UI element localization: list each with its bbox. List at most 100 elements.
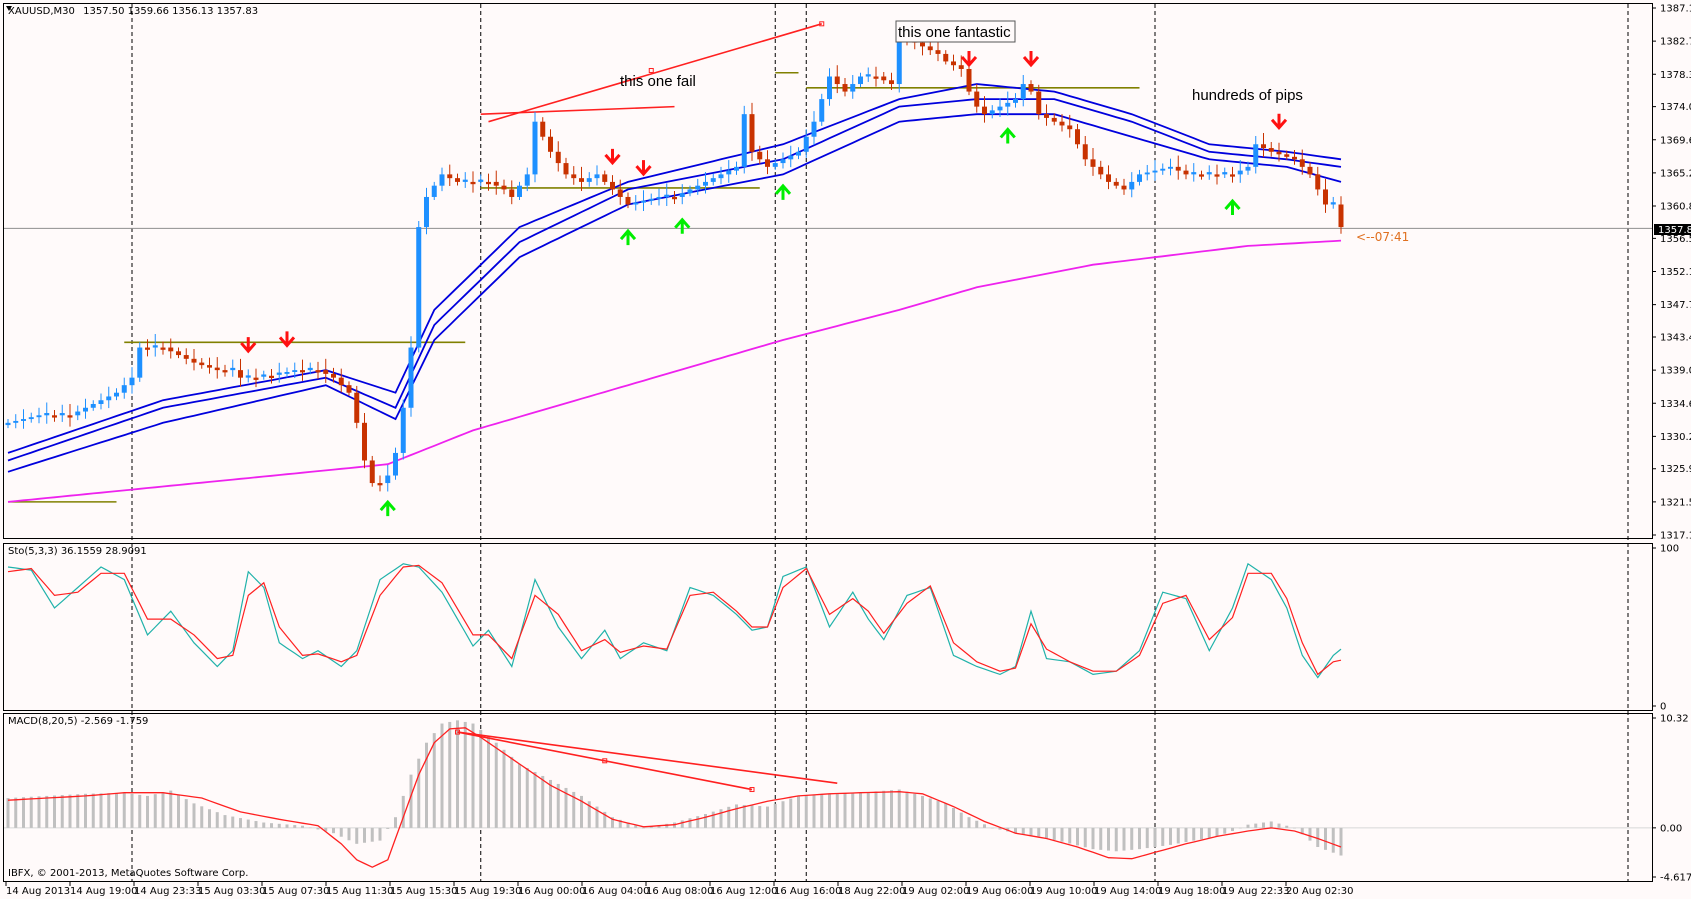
macd-histogram-bar <box>1223 827 1227 834</box>
macd-histogram-bar <box>688 818 692 828</box>
macd-histogram-bar <box>138 794 142 828</box>
bear-candle <box>222 370 228 373</box>
trendline-handle <box>749 787 755 793</box>
time-axis-tick-label: 16 Aug 00:00 <box>518 886 585 897</box>
buy-arrow-icon <box>774 183 792 200</box>
price-axis-tick-label: 1325.90 <box>1660 464 1691 475</box>
bear-candle <box>1075 129 1080 145</box>
macd-histogram-bar <box>1037 827 1041 837</box>
time-axis-tick-label: 18 Aug 22:00 <box>838 886 905 897</box>
macd-histogram-bar <box>339 827 343 837</box>
macd-axis-tick-label: 0.00 <box>1660 823 1682 834</box>
bull-candle <box>245 375 251 378</box>
bear-candle <box>672 196 677 200</box>
macd-histogram-bar <box>657 825 661 828</box>
bull-candle <box>811 121 817 137</box>
bull-candle <box>424 196 429 228</box>
macd-histogram-bar <box>29 796 33 828</box>
macd-histogram-bar <box>91 793 95 828</box>
bear-candle <box>1082 144 1088 160</box>
time-axis-tick-label: 16 Aug 16:00 <box>774 886 841 897</box>
macd-histogram-bar <box>1091 827 1095 850</box>
bull-candle <box>1013 99 1018 103</box>
macd-histogram-bar <box>580 795 583 828</box>
macd-histogram-bar <box>1308 827 1312 841</box>
sell-arrow-icon <box>278 331 296 348</box>
macd-histogram-bar <box>1215 827 1219 837</box>
bear-candle <box>168 347 174 352</box>
bull-candle <box>1020 84 1026 100</box>
macd-histogram-bar <box>998 827 1002 830</box>
bull-candle <box>44 413 50 416</box>
macd-histogram-bar <box>835 793 839 828</box>
current-price-marker <box>1654 224 1691 235</box>
macd-histogram-bar <box>1316 827 1320 848</box>
macd-histogram-bar <box>967 817 971 828</box>
macd-histogram-bar <box>1277 823 1281 828</box>
bull-candle <box>393 452 398 476</box>
macd-histogram-bar <box>332 827 335 834</box>
bull-candle <box>517 185 522 197</box>
macd-histogram-bar <box>53 795 56 828</box>
macd-histogram-bar <box>1254 823 1258 828</box>
macd-histogram-bar <box>595 806 599 828</box>
bull-candle <box>261 374 267 377</box>
price-axis-tick-label: 1378.30 <box>1660 70 1691 81</box>
macd-histogram-bar <box>812 794 816 828</box>
bull-candle <box>1160 168 1166 171</box>
macd-histogram-bar <box>1076 827 1079 846</box>
time-axis-tick-label: 16 Aug 04:00 <box>582 886 649 897</box>
bull-candle <box>114 392 119 397</box>
bear-candle <box>1067 125 1073 130</box>
bear-candle <box>1323 189 1328 205</box>
macd-histogram-bar <box>456 720 459 828</box>
price-axis-tick-label: 1382.70 <box>1660 37 1691 48</box>
macd-histogram-bar <box>952 807 955 828</box>
macd-histogram-bar <box>828 793 831 828</box>
macd-histogram-bar <box>1293 827 1296 829</box>
bear-candle <box>501 185 507 190</box>
bear-candle <box>191 358 197 363</box>
macd-histogram-bar <box>820 794 824 828</box>
bull-candle <box>648 198 654 201</box>
macd-histogram-bar <box>1122 827 1126 851</box>
macd-histogram-bar <box>1184 827 1188 843</box>
price-axis-tick-label: 1374.00 <box>1660 102 1691 113</box>
bull-candle <box>865 74 871 77</box>
macd-histogram-bar <box>727 806 731 828</box>
bear-candle <box>52 415 57 418</box>
bull-candle <box>1222 172 1228 175</box>
time-axis-tick-label: 19 Aug 14:00 <box>1094 886 1161 897</box>
time-axis-tick-label: 19 Aug 18:00 <box>1158 886 1225 897</box>
macd-histogram-bar <box>711 811 715 828</box>
bull-candle <box>741 114 747 167</box>
macd-histogram-bar <box>866 792 870 828</box>
bull-candle <box>1237 170 1243 175</box>
bear-candle <box>1268 148 1274 152</box>
bull-candle <box>858 76 863 85</box>
macd-histogram-bar <box>1083 827 1087 848</box>
bull-candle <box>989 110 995 115</box>
bull-candle <box>827 76 832 100</box>
time-axis-tick-label: 19 Aug 22:33 <box>1222 886 1289 897</box>
macd-histogram-bar <box>913 793 917 828</box>
bear-candle <box>1113 181 1119 186</box>
bull-candle <box>28 417 34 420</box>
macd-histogram-bar <box>285 824 289 828</box>
bear-candle <box>571 174 577 179</box>
bear-candle <box>951 61 956 66</box>
macd-histogram-bar <box>696 816 700 828</box>
macd-histogram-bar <box>22 797 25 828</box>
macd-histogram-bar <box>921 795 924 828</box>
macd-histogram-bar <box>146 795 149 828</box>
time-axis-tick-label: 14 Aug 19:00 <box>70 886 137 897</box>
time-axis-tick-label: 15 Aug 11:30 <box>326 886 393 897</box>
bull-candle <box>997 106 1003 111</box>
macd-histogram-bar <box>618 819 622 828</box>
macd-histogram-bar <box>1114 827 1118 852</box>
macd-histogram-bar <box>874 791 878 828</box>
bear-candle <box>548 136 553 152</box>
bull-candle <box>1152 170 1158 173</box>
macd-histogram-bar <box>471 723 475 828</box>
bear-candle <box>563 163 569 175</box>
